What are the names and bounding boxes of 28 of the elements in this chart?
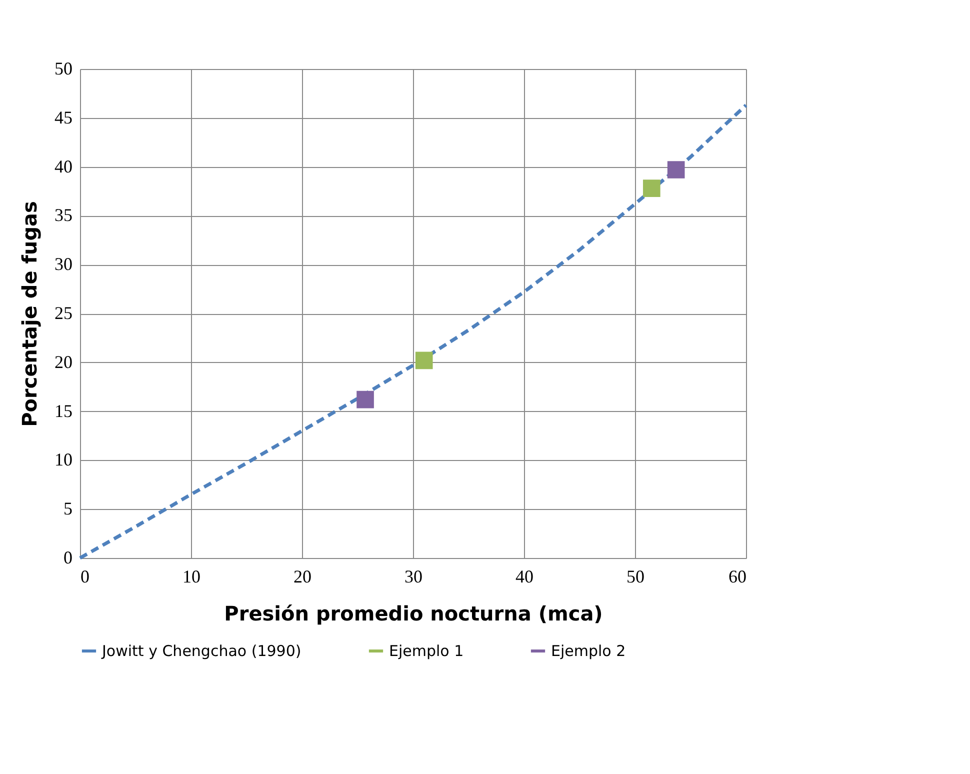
legend-label: Ejemplo 2: [551, 642, 626, 660]
x-tick-label: 0: [80, 566, 90, 586]
y-tick-label: 35: [54, 205, 72, 226]
x-axis-title: Presión promedio nocturna (mca): [224, 602, 603, 626]
y-tick-label: 10: [54, 450, 72, 470]
y-tick-label: 45: [54, 107, 72, 128]
legend-label: Jowitt y Chengchao (1990): [101, 642, 302, 660]
line-series: [78, 103, 748, 560]
x-tick-label: 60: [728, 566, 746, 586]
y-tick-label: 5: [64, 498, 72, 519]
x-tick-label: 40: [516, 566, 534, 586]
point: [667, 161, 685, 178]
y-tick-label: 0: [64, 548, 72, 568]
y-tick-label: 30: [54, 254, 72, 274]
point: [642, 180, 660, 197]
point: [415, 352, 433, 370]
legend-label: Ejemplo 1: [389, 642, 464, 660]
x-tick-label: 10: [182, 566, 200, 586]
x-tick-label: 30: [404, 566, 422, 586]
point: [356, 390, 374, 408]
x-tick-label: 20: [294, 566, 312, 586]
y-axis-title: Porcentaje de fugas: [18, 201, 42, 427]
y-tick-label: 50: [54, 58, 72, 78]
y-tick-label: 25: [54, 303, 72, 323]
y-tick-label: 15: [54, 400, 72, 421]
y-tick-label: 40: [54, 156, 72, 176]
y-tick-label: 20: [54, 352, 72, 372]
x-tick-label: 50: [626, 566, 644, 586]
